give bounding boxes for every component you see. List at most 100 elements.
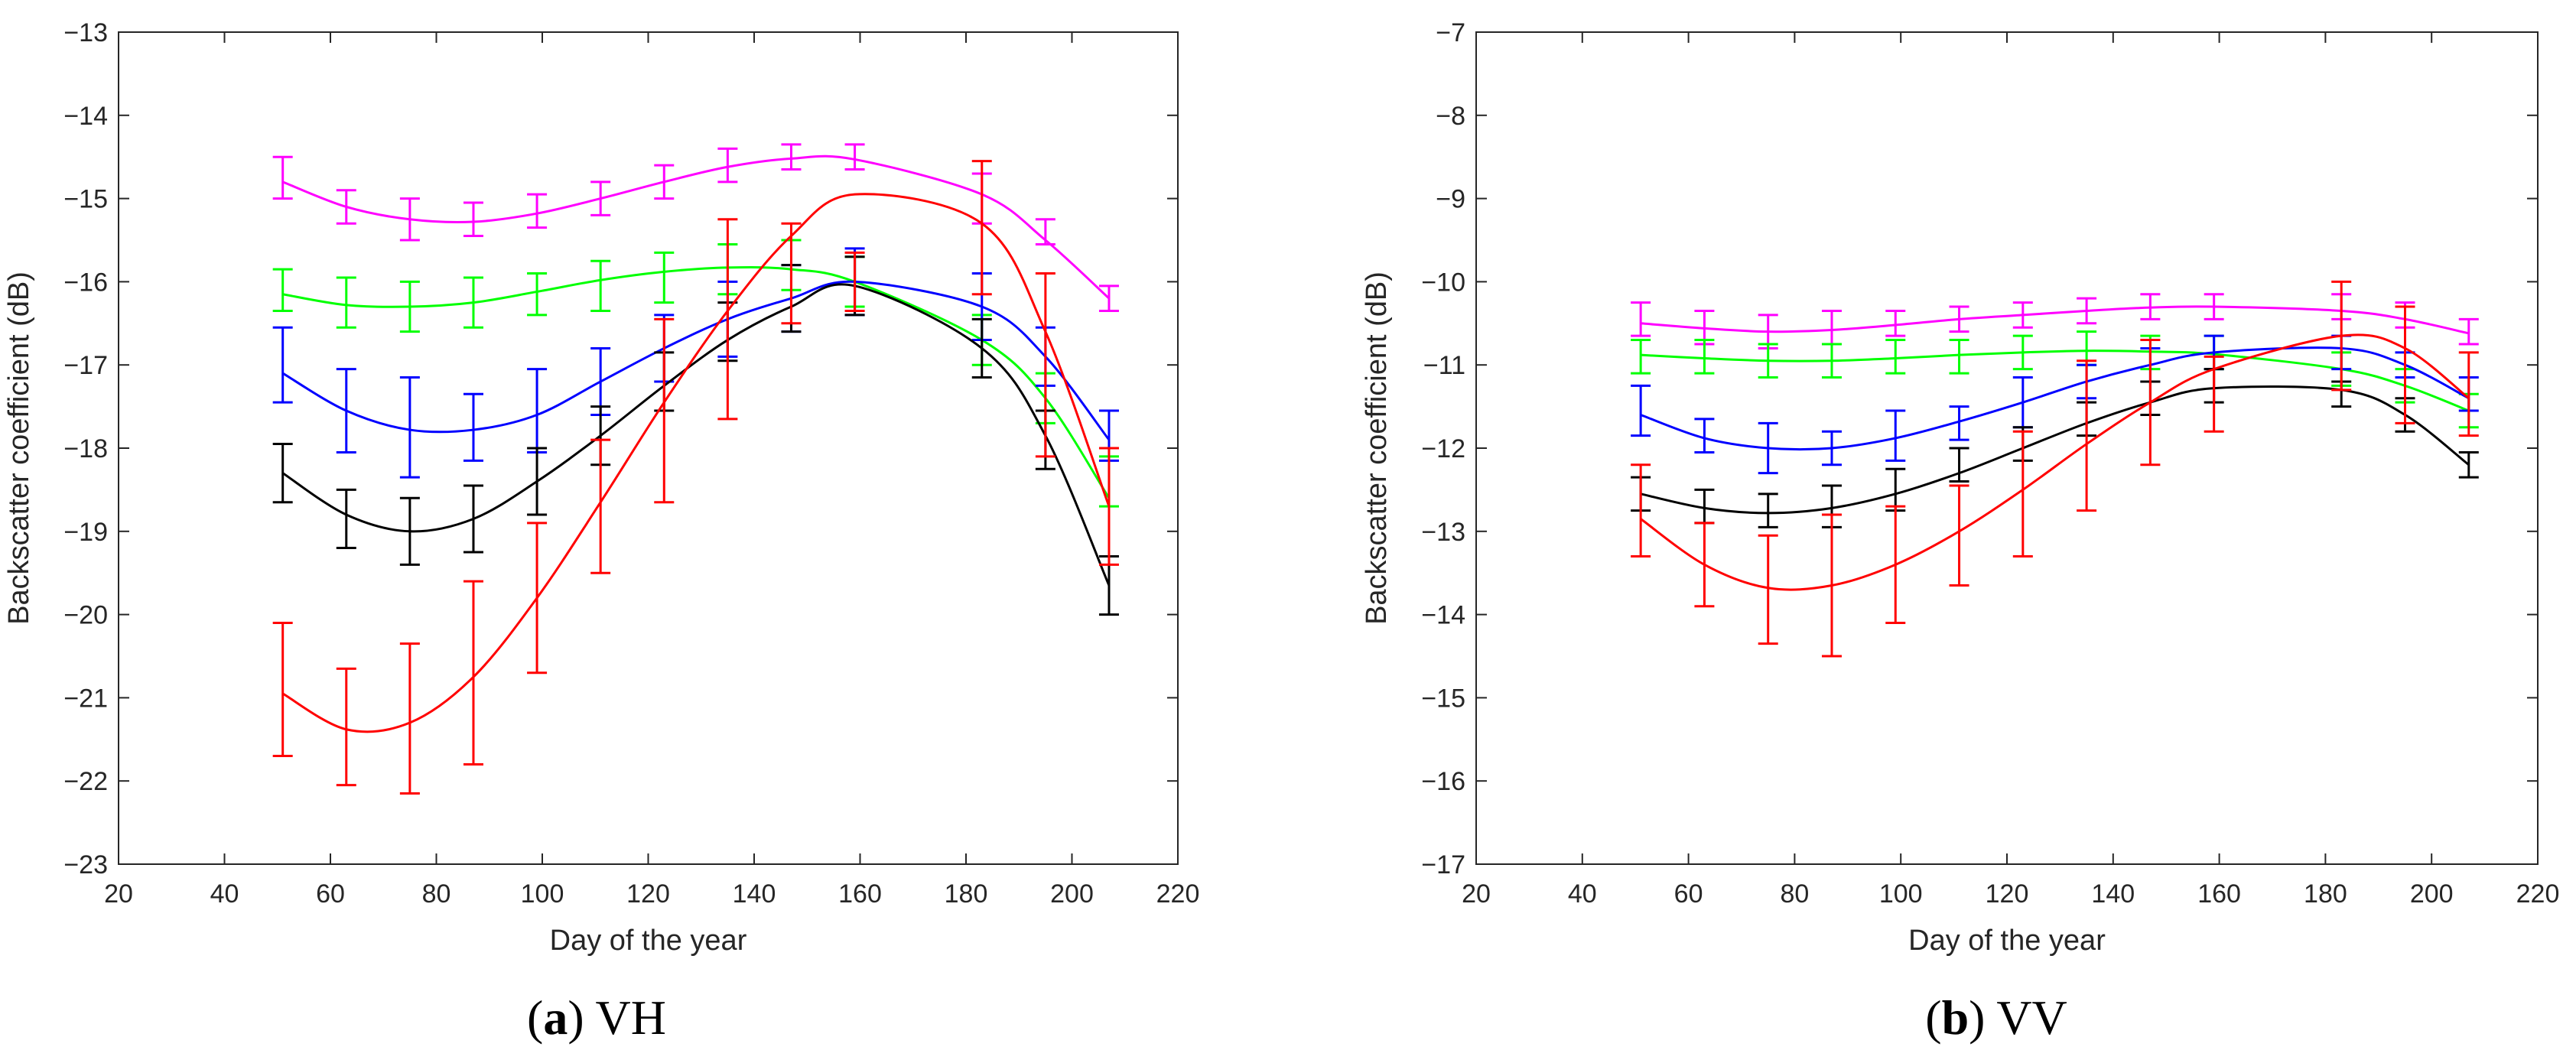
error-bar-magenta: [336, 189, 356, 225]
error-bar-green: [1758, 343, 1778, 379]
error-bar-blue: [399, 376, 420, 479]
error-bar-magenta: [1949, 305, 1969, 333]
y-tick-label: −13: [63, 18, 108, 47]
error-bar-magenta: [399, 197, 420, 242]
y-tick-label: −16: [1421, 767, 1465, 796]
x-tick-label: 160: [838, 879, 882, 909]
error-bar-black: [1758, 492, 1778, 528]
x-tick-label: 100: [521, 879, 564, 909]
error-bar-red: [1035, 272, 1055, 458]
error-bar-blue: [1758, 421, 1778, 475]
error-bar-magenta: [272, 155, 293, 200]
x-tick-label: 80: [1780, 879, 1809, 909]
error-bar-green: [2012, 334, 2033, 371]
y-tick-label: −12: [1421, 434, 1465, 463]
error-bar-red: [2077, 359, 2097, 512]
caption-letter: a: [543, 990, 568, 1045]
y-tick-label: −14: [63, 102, 108, 131]
error-bar-red: [527, 522, 548, 675]
error-bar-red: [717, 218, 738, 421]
y-tick-label: −19: [63, 518, 108, 547]
error-bar-green: [527, 272, 548, 317]
y-tick-label: −11: [1423, 351, 1465, 380]
error-bar-black: [336, 488, 356, 550]
error-bar-magenta: [527, 193, 548, 229]
x-tick-label: 160: [2197, 879, 2241, 909]
error-bar-red: [1885, 505, 1906, 624]
x-tick-label: 120: [1986, 879, 2029, 909]
y-tick-label: −7: [1436, 18, 1465, 47]
error-bar-blue: [1821, 430, 1842, 466]
caption-label: VH: [596, 990, 666, 1045]
error-bar-green: [1949, 339, 1969, 375]
error-bar-green: [1694, 339, 1715, 375]
x-axis-label: Day of the year: [550, 925, 747, 957]
error-bar-red: [1821, 513, 1842, 658]
x-tick-label: 220: [1156, 879, 1200, 909]
error-bar-red: [1758, 534, 1778, 645]
error-bar-magenta: [2458, 317, 2479, 346]
error-bar-red: [590, 438, 611, 574]
error-bar-red: [844, 251, 865, 312]
x-tick-label: 140: [2091, 879, 2135, 909]
y-tick-label: −21: [63, 684, 108, 713]
error-bar-red: [781, 222, 802, 325]
error-bar-magenta: [781, 143, 802, 171]
error-bar-green: [399, 280, 420, 333]
error-bar-magenta: [654, 164, 675, 200]
x-tick-label: 200: [2410, 879, 2454, 909]
x-tick-label: 40: [1568, 879, 1597, 909]
y-axis-label: Backscatter coefficient (dB): [3, 271, 35, 625]
panel-caption: (a) VH: [527, 990, 666, 1045]
error-bar-red: [336, 667, 356, 787]
error-bar-blue: [1631, 384, 1651, 437]
x-tick-label: 140: [733, 879, 776, 909]
x-tick-label: 100: [1879, 879, 1923, 909]
caption-paren-close: ): [1969, 990, 1996, 1045]
error-bar-red: [463, 580, 483, 766]
y-tick-label: −22: [63, 767, 108, 796]
error-bar-red: [272, 621, 293, 758]
series-red: [1631, 280, 2479, 658]
plot-area-frame: [1475, 31, 2539, 865]
plot-area-frame: [118, 31, 1179, 865]
error-bar-magenta: [1098, 284, 1119, 312]
chart-panel-vv: 20 40 60 80 100 120 140 160 180 200 220 −17 −16 −15 −1…: [1361, 18, 2559, 1045]
error-bar-black: [971, 317, 992, 379]
error-bar-black: [1949, 447, 1969, 483]
panel-caption: (b) VV: [1925, 990, 2067, 1045]
error-bar-magenta: [2204, 293, 2224, 320]
caption-paren-open: (: [527, 990, 543, 1045]
y-tick-label: −10: [1421, 268, 1465, 297]
error-bar-black: [463, 484, 483, 554]
y-tick-label: −9: [1436, 185, 1465, 214]
error-bar-magenta: [2077, 297, 2097, 325]
error-bar-magenta: [717, 147, 738, 184]
error-bar-red: [971, 160, 992, 296]
y-tick-label: −13: [1421, 518, 1465, 547]
error-bar-green: [1885, 339, 1906, 375]
x-tick-label: 120: [626, 879, 670, 909]
error-bar-red: [1694, 522, 1715, 608]
error-bar-magenta: [2140, 293, 2161, 320]
x-axis-label: Day of the year: [1908, 925, 2106, 957]
error-bar-blue: [1694, 418, 1715, 453]
y-tick-label: −8: [1436, 102, 1465, 131]
x-tick-label: 40: [210, 879, 239, 909]
y-tick-label: −15: [63, 185, 108, 214]
y-tick-label: −20: [63, 601, 108, 630]
error-bar-black: [272, 443, 293, 504]
y-tick-label: −15: [1421, 684, 1465, 713]
caption-paren-close: ): [568, 990, 595, 1045]
error-bar-blue: [1949, 405, 1969, 441]
error-bar-black: [399, 496, 420, 566]
x-tick-label: 80: [422, 879, 451, 909]
series-red: [272, 160, 1119, 795]
error-bar-red: [654, 317, 675, 504]
error-bar-red: [2395, 305, 2415, 424]
error-bar-red: [2204, 355, 2224, 433]
error-bar-magenta: [2012, 301, 2033, 329]
error-bar-magenta: [1885, 309, 1906, 337]
error-bar-green: [336, 276, 356, 329]
